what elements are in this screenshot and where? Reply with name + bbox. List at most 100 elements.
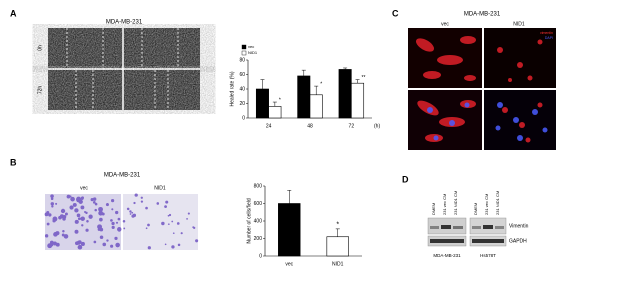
y-axis-label: Number of cells/field <box>246 198 252 244</box>
cell <box>70 196 75 202</box>
cell <box>94 202 98 206</box>
cell <box>50 243 54 247</box>
cell <box>147 246 151 250</box>
cell <box>92 201 96 204</box>
cell <box>75 241 79 246</box>
cell <box>98 206 103 212</box>
cell <box>129 213 132 215</box>
cell <box>186 217 188 220</box>
cell <box>117 217 121 221</box>
cell <box>161 221 165 226</box>
cell <box>77 244 83 250</box>
cell <box>195 239 199 243</box>
cell <box>62 230 65 233</box>
cell <box>76 213 81 218</box>
cell <box>102 242 107 247</box>
cell <box>62 214 67 219</box>
cell <box>134 193 138 197</box>
bar <box>326 236 349 257</box>
col-label: vec <box>80 185 88 191</box>
y-tick-label: 0 <box>259 253 262 259</box>
cell <box>115 210 119 215</box>
cell <box>49 240 54 245</box>
cell <box>76 196 82 202</box>
col-label: NID1 <box>513 21 525 27</box>
cell <box>115 221 119 224</box>
significance: * <box>336 222 339 229</box>
y-axis-label: Healed rate (%) <box>229 71 235 106</box>
cell <box>129 210 132 213</box>
cell <box>81 224 84 227</box>
x-tick-label: 48 <box>307 123 313 129</box>
cell <box>122 220 126 223</box>
panel-title: MDA-MB-231 <box>104 173 141 179</box>
y-tick-label: 80 <box>239 57 245 63</box>
cell <box>63 234 69 239</box>
cell <box>55 242 60 247</box>
cell <box>99 217 103 222</box>
cell <box>53 232 58 237</box>
cell <box>80 205 85 210</box>
error-bar <box>260 79 265 89</box>
lane-label: DMEM <box>431 203 436 215</box>
significance: * <box>279 97 281 103</box>
cell <box>74 229 79 234</box>
cell <box>110 219 113 222</box>
cell <box>50 194 54 198</box>
legend-label: NID1 <box>248 50 258 55</box>
cell <box>80 196 84 200</box>
cell <box>145 206 148 210</box>
cell <box>64 212 68 216</box>
legend-swatch <box>241 44 247 50</box>
cell <box>50 197 54 200</box>
significance: * <box>320 81 322 87</box>
cell <box>171 245 175 249</box>
bar <box>297 75 311 119</box>
cell <box>180 232 183 235</box>
error-bar <box>272 101 277 107</box>
cell <box>46 222 50 226</box>
stain-label: DAPI <box>545 36 553 40</box>
x-tick-label: vec <box>285 261 293 267</box>
cell <box>172 232 175 235</box>
y-tick-label: 600 <box>254 201 263 207</box>
cell <box>168 213 172 217</box>
cell <box>147 223 150 227</box>
lane-label: 231 vec CM <box>484 194 489 215</box>
cell <box>111 225 115 229</box>
panel-title: MDA-MB-231 <box>464 12 501 18</box>
y-tick-label: 200 <box>254 236 263 242</box>
cell <box>164 243 167 246</box>
cell <box>132 213 137 218</box>
bar <box>309 94 323 119</box>
cell <box>167 223 170 226</box>
cell <box>44 234 49 238</box>
error-bar <box>301 69 306 76</box>
microscopy-images <box>408 28 556 150</box>
cell <box>133 201 136 205</box>
error-bar <box>343 67 348 70</box>
cell <box>90 198 94 202</box>
cell <box>99 235 104 240</box>
x-axis-label: (h) <box>374 123 380 129</box>
western-blot <box>427 217 507 247</box>
cell <box>165 200 169 204</box>
y-tick-label: 400 <box>254 218 263 224</box>
cell <box>93 240 97 244</box>
cell <box>140 200 144 203</box>
cell <box>140 196 143 199</box>
error-bar <box>355 79 360 84</box>
cell <box>192 226 195 229</box>
cell <box>74 208 79 213</box>
cell <box>111 199 115 203</box>
cell <box>164 205 167 209</box>
panel-title: MDA-MB-231 <box>106 20 143 26</box>
cell <box>69 205 74 210</box>
cell <box>123 227 126 230</box>
cell <box>118 229 121 232</box>
cell <box>115 242 120 248</box>
cell <box>69 195 72 198</box>
cell <box>126 207 130 211</box>
cell <box>52 219 56 223</box>
